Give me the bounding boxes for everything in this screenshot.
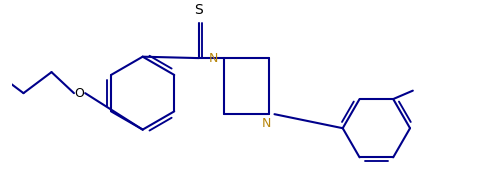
Text: N: N xyxy=(209,52,218,65)
Text: N: N xyxy=(262,117,271,130)
Text: S: S xyxy=(194,3,203,17)
Text: O: O xyxy=(75,87,84,100)
